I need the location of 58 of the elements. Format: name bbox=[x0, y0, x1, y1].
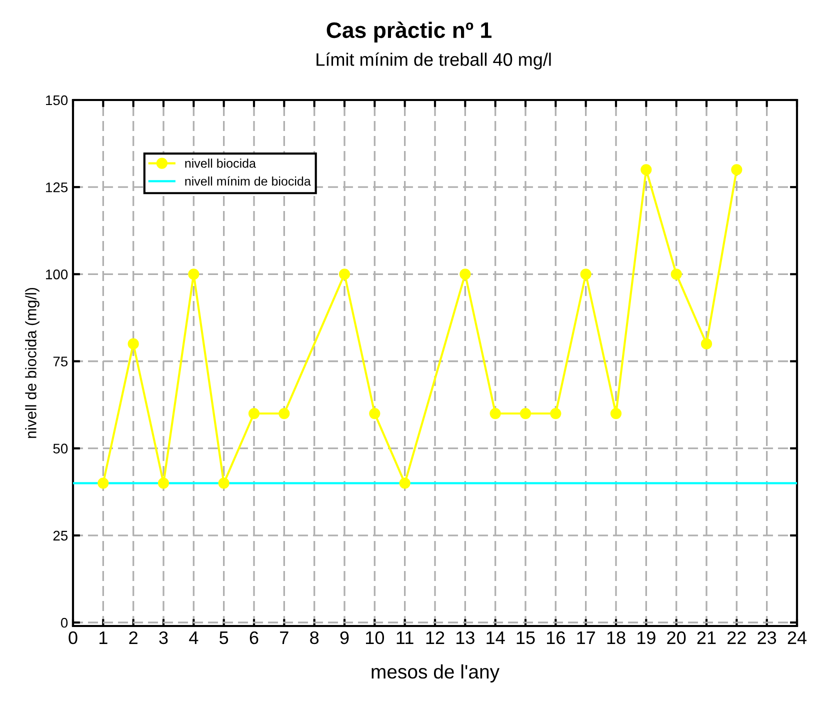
point bbox=[369, 408, 380, 420]
y-tick-label: 100 bbox=[46, 270, 68, 280]
legend-label: nivell mínim de biocida bbox=[185, 176, 311, 186]
point bbox=[399, 478, 410, 489]
point bbox=[731, 164, 742, 176]
point bbox=[248, 408, 260, 420]
x-tick-label: 11 bbox=[396, 632, 414, 644]
x-tick-label: 5 bbox=[220, 632, 228, 644]
point bbox=[128, 338, 139, 350]
point bbox=[580, 268, 592, 280]
point bbox=[490, 408, 501, 420]
point bbox=[188, 268, 200, 280]
y-tick-label: 75 bbox=[53, 356, 68, 366]
x-tick-label: 19 bbox=[638, 631, 656, 644]
y-tick-label: 125 bbox=[46, 182, 68, 192]
x-tick-label: 21 bbox=[697, 631, 716, 644]
point bbox=[278, 408, 290, 420]
point bbox=[460, 268, 471, 280]
point bbox=[670, 268, 682, 280]
point bbox=[98, 478, 109, 489]
y-tick-label: 150 bbox=[46, 95, 68, 106]
chart-title: Cas pràctic nº 1 bbox=[326, 22, 492, 42]
x-tick-label: 22 bbox=[728, 631, 746, 644]
x-tick-label: 0 bbox=[68, 631, 78, 644]
x-tick-label: 1 bbox=[100, 632, 108, 644]
x-tick-label: 18 bbox=[607, 631, 626, 644]
point bbox=[218, 478, 230, 489]
x-tick-label: 4 bbox=[189, 632, 198, 644]
x-tick-label: 6 bbox=[250, 631, 258, 644]
y-tick-label: 25 bbox=[53, 530, 68, 541]
x-tick-label: 12 bbox=[426, 631, 444, 644]
point bbox=[520, 408, 532, 420]
x-tick-label: 15 bbox=[516, 632, 535, 644]
point bbox=[700, 338, 712, 350]
x-tick-label: 16 bbox=[547, 631, 565, 644]
x-tick-label: 17 bbox=[577, 632, 595, 644]
y-axis-title: nivell de biocida (mg/l) bbox=[25, 288, 40, 438]
point bbox=[338, 268, 350, 280]
x-tick-label: 13 bbox=[456, 631, 474, 644]
x-tick-label: 3 bbox=[159, 631, 168, 644]
x-tick-label: 14 bbox=[486, 632, 505, 644]
x-tick-label: 8 bbox=[310, 631, 319, 644]
x-tick-label: 20 bbox=[667, 631, 686, 644]
x-tick-label: 7 bbox=[280, 632, 288, 644]
x-tick-label: 23 bbox=[758, 631, 776, 644]
point bbox=[640, 164, 652, 176]
x-axis-title: mesos de l'any bbox=[372, 664, 500, 682]
y-tick-label: 0 bbox=[60, 618, 68, 628]
chart-subtitle: Límit mínim de treball 40 mg/l bbox=[316, 52, 551, 70]
x-tick-label: 2 bbox=[129, 631, 138, 644]
y-tick-label: 50 bbox=[53, 444, 68, 454]
x-tick-label: 9 bbox=[340, 631, 349, 644]
x-tick-label: 24 bbox=[788, 631, 807, 644]
x-tick-label: 10 bbox=[366, 631, 384, 644]
legend-label: nivell biocida bbox=[185, 158, 256, 168]
point bbox=[550, 408, 562, 420]
point bbox=[158, 478, 170, 489]
point bbox=[610, 408, 622, 420]
